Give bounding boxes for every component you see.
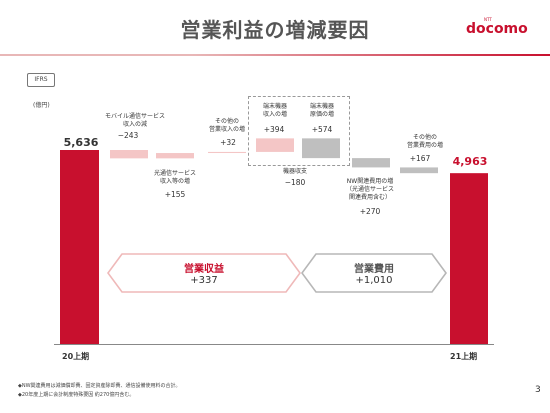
- bar-step-4: [302, 138, 340, 159]
- summary-revenue-label: 営業収益: [184, 264, 224, 275]
- page-number: 3: [535, 385, 541, 395]
- footnote-2: ◆20年度上期に会計制度特殊要因 約270億円含む。: [18, 392, 135, 398]
- end-period-label: 21上期: [450, 352, 478, 361]
- bar-step-0: [110, 150, 148, 159]
- step-label-device-revenue: 端末機器 収入の増: [262, 103, 287, 118]
- end-value-label: 4,963: [452, 155, 488, 168]
- step-value-network: +270: [359, 207, 381, 216]
- bar-step-2: [208, 151, 246, 154]
- unit-label: (億円): [33, 102, 50, 109]
- step-value-device-revenue: +394: [263, 125, 285, 134]
- bar-step-6: [352, 158, 390, 168]
- bar-step-1: [156, 153, 194, 159]
- summary-revenue-value: +337: [190, 275, 218, 286]
- summary-expense-chevron: [301, 253, 447, 293]
- step-label-network: NW関連費用の増 （光通信サービス 関連費用含む）: [345, 178, 394, 201]
- summary-expense-label: 営業費用: [354, 264, 394, 275]
- step-label-fiber: 光通信サービス 収入等の増: [153, 170, 196, 185]
- title-rule: [0, 54, 550, 56]
- step-label-device-cost: 端末機器 原価の増: [309, 103, 334, 118]
- bar-start-total: [60, 150, 99, 344]
- equipment-balance-box: [248, 96, 350, 166]
- chart-baseline: [54, 344, 494, 345]
- start-value-label: 5,636: [63, 136, 99, 149]
- start-period-label: 20上期: [62, 352, 90, 361]
- summary-revenue-chevron: [107, 253, 301, 293]
- bar-step-7: [400, 167, 438, 174]
- docomo-logo: docomo: [466, 21, 528, 37]
- step-value-device-balance: −180: [284, 178, 306, 187]
- footnote-1: ◆NW関連費用は減価償却費、固定資産除却費、通信設備使用料の合計。: [18, 383, 181, 389]
- step-label-device-balance: 機器収支: [282, 168, 307, 175]
- step-value-fiber: +155: [164, 190, 186, 199]
- step-value-other-expense: +167: [409, 154, 431, 163]
- step-value-device-cost: +574: [311, 125, 333, 134]
- ifrs-badge: IFRS: [27, 73, 55, 87]
- ntt-logo-mark: NTT: [484, 17, 492, 22]
- step-label-mobile: モバイル通信サービス 収入の減: [104, 113, 165, 128]
- page-title: 営業利益の増減要因: [180, 18, 370, 42]
- bar-step-3: [256, 138, 294, 152]
- step-label-other-revenue: その他の 営業収入の増: [208, 118, 245, 133]
- step-label-other-expense: その他の 営業費用の増: [406, 134, 443, 149]
- bar-end-total: [450, 173, 488, 344]
- step-value-mobile: −243: [117, 131, 139, 140]
- step-value-other-revenue: +32: [220, 138, 236, 147]
- summary-expense-value: +1,010: [355, 275, 393, 286]
